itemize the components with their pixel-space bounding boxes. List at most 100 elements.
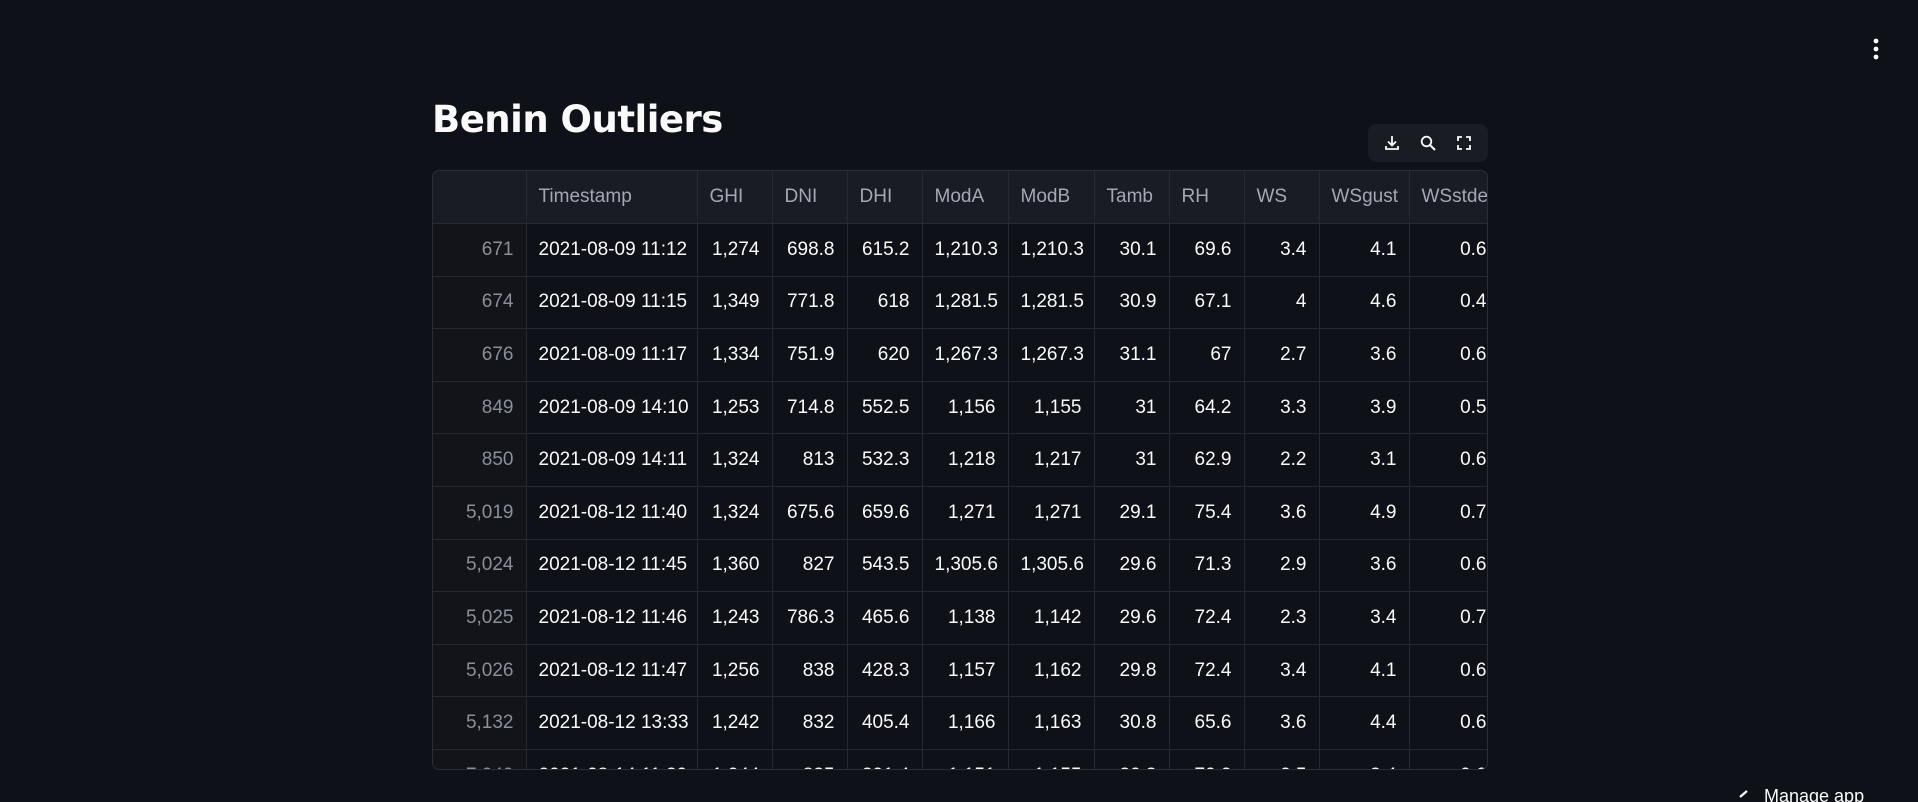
table-cell[interactable]: 1,210.3 bbox=[922, 223, 1009, 277]
table-cell[interactable]: 620 bbox=[847, 328, 923, 382]
table-cell[interactable]: 1,267.3 bbox=[1008, 328, 1095, 382]
table-cell[interactable]: 1,218 bbox=[922, 433, 1009, 488]
table-cell[interactable]: 29.8 bbox=[1094, 644, 1170, 698]
table-cell[interactable]: 659.6 bbox=[847, 486, 923, 540]
table-cell[interactable]: 4.6 bbox=[1319, 276, 1410, 330]
table-cell[interactable]: 2021-08-12 11:46 bbox=[526, 591, 698, 645]
table-cell[interactable]: 3.6 bbox=[1319, 328, 1410, 382]
table-cell[interactable]: 0.4 bbox=[1409, 276, 1487, 330]
table-cell[interactable]: 0.6 bbox=[1409, 328, 1487, 382]
table-cell[interactable]: 1,334 bbox=[697, 328, 773, 382]
table-cell[interactable]: 1,271 bbox=[922, 486, 1009, 540]
table-cell[interactable]: 0.6 bbox=[1409, 696, 1487, 751]
table-cell[interactable]: 31.1 bbox=[1094, 328, 1170, 382]
table-cell[interactable]: 838 bbox=[772, 644, 848, 698]
table-cell[interactable]: 1,305.6 bbox=[922, 539, 1009, 593]
table-cell[interactable]: 835 bbox=[772, 749, 848, 769]
row-index-cell[interactable]: 7,040 bbox=[433, 749, 527, 769]
table-cell[interactable]: 0.7 bbox=[1409, 591, 1487, 645]
table-cell[interactable]: 827 bbox=[772, 539, 848, 593]
download-button[interactable] bbox=[1374, 126, 1410, 160]
table-cell[interactable]: 771.8 bbox=[772, 276, 848, 330]
column-header[interactable]: DNI bbox=[772, 171, 848, 225]
row-index-cell[interactable]: 5,019 bbox=[433, 486, 527, 540]
table-cell[interactable]: 1,210.3 bbox=[1008, 223, 1095, 277]
table-cell[interactable]: 29.6 bbox=[1094, 539, 1170, 593]
table-cell[interactable]: 2021-08-09 14:11 bbox=[526, 433, 698, 488]
table-cell[interactable]: 3.6 bbox=[1244, 696, 1320, 751]
table-cell[interactable]: 1,243 bbox=[697, 591, 773, 645]
table-cell[interactable]: 65.6 bbox=[1169, 696, 1245, 751]
column-header[interactable]: GHI bbox=[697, 171, 773, 225]
table-cell[interactable]: 30.8 bbox=[1094, 696, 1170, 751]
table-cell[interactable]: 0.5 bbox=[1409, 381, 1487, 435]
table-cell[interactable]: 1,151 bbox=[922, 749, 1009, 769]
table-cell[interactable]: 2021-08-12 11:47 bbox=[526, 644, 698, 698]
table-cell[interactable]: 1,267.3 bbox=[922, 328, 1009, 382]
table-cell[interactable]: 3.3 bbox=[1244, 381, 1320, 435]
dataframe[interactable]: Timestamp GHI DNI DHI ModA ModB Tamb RH WS WSgust… bbox=[432, 170, 1488, 770]
search-button[interactable] bbox=[1410, 126, 1446, 160]
table-cell[interactable]: 72.4 bbox=[1169, 591, 1245, 645]
table-cell[interactable]: 465.6 bbox=[847, 591, 923, 645]
table-cell[interactable]: 543.5 bbox=[847, 539, 923, 593]
table-cell[interactable]: 2.7 bbox=[1244, 328, 1320, 382]
table-cell[interactable]: 71.3 bbox=[1169, 539, 1245, 593]
table-cell[interactable]: 813 bbox=[772, 433, 848, 488]
table-cell[interactable]: 70.2 bbox=[1169, 749, 1245, 769]
table-cell[interactable]: 31 bbox=[1094, 381, 1170, 435]
table-cell[interactable]: 698.8 bbox=[772, 223, 848, 277]
table-cell[interactable]: 391.4 bbox=[847, 749, 923, 769]
table-cell[interactable]: 0.6 bbox=[1409, 539, 1487, 593]
table-cell[interactable]: 30.1 bbox=[1094, 223, 1170, 277]
column-header[interactable]: RH bbox=[1169, 171, 1245, 225]
table-cell[interactable]: 30.3 bbox=[1094, 749, 1170, 769]
table-cell[interactable]: 29.1 bbox=[1094, 486, 1170, 540]
table-cell[interactable]: 675.6 bbox=[772, 486, 848, 540]
row-index-cell[interactable]: 849 bbox=[433, 381, 527, 435]
table-cell[interactable]: 0.6 bbox=[1409, 644, 1487, 698]
row-index-cell[interactable]: 5,026 bbox=[433, 644, 527, 698]
table-cell[interactable]: 62.9 bbox=[1169, 433, 1245, 488]
table-cell[interactable]: 1,157 bbox=[922, 644, 1009, 698]
table-cell[interactable]: 1,217 bbox=[1008, 433, 1095, 488]
table-cell[interactable]: 69.6 bbox=[1169, 223, 1245, 277]
row-index-cell[interactable]: 850 bbox=[433, 433, 527, 488]
table-cell[interactable]: 31 bbox=[1094, 433, 1170, 488]
table-cell[interactable]: 67 bbox=[1169, 328, 1245, 382]
table-cell[interactable]: 72.4 bbox=[1169, 644, 1245, 698]
table-cell[interactable]: 0.6 bbox=[1409, 749, 1487, 769]
table-cell[interactable]: 1,156 bbox=[922, 381, 1009, 435]
table-cell[interactable]: 0.6 bbox=[1409, 223, 1487, 277]
table-cell[interactable]: 3.4 bbox=[1244, 223, 1320, 277]
table-cell[interactable]: 786.3 bbox=[772, 591, 848, 645]
table-cell[interactable]: 428.3 bbox=[847, 644, 923, 698]
row-index-cell[interactable]: 676 bbox=[433, 328, 527, 382]
row-index-cell[interactable]: 5,024 bbox=[433, 539, 527, 593]
table-cell[interactable]: 4 bbox=[1244, 276, 1320, 330]
table-cell[interactable]: 67.1 bbox=[1169, 276, 1245, 330]
table-cell[interactable]: 1,305.6 bbox=[1008, 539, 1095, 593]
table-cell[interactable]: 3.6 bbox=[1319, 539, 1410, 593]
table-cell[interactable]: 2.3 bbox=[1244, 591, 1320, 645]
column-header[interactable]: Tamb bbox=[1094, 171, 1170, 225]
table-cell[interactable]: 3.9 bbox=[1319, 381, 1410, 435]
row-index-cell[interactable]: 671 bbox=[433, 223, 527, 277]
table-cell[interactable]: 3.4 bbox=[1244, 644, 1320, 698]
table-cell[interactable]: 1,253 bbox=[697, 381, 773, 435]
row-index-cell[interactable]: 5,025 bbox=[433, 591, 527, 645]
table-cell[interactable]: 1,271 bbox=[1008, 486, 1095, 540]
table-cell[interactable]: 2.9 bbox=[1244, 539, 1320, 593]
table-cell[interactable]: 1,138 bbox=[922, 591, 1009, 645]
table-cell[interactable]: 2021-08-12 11:45 bbox=[526, 539, 698, 593]
column-header[interactable]: DHI bbox=[847, 171, 923, 225]
table-cell[interactable]: 615.2 bbox=[847, 223, 923, 277]
table-cell[interactable]: 1,349 bbox=[697, 276, 773, 330]
table-cell[interactable]: 1,244 bbox=[697, 749, 773, 769]
table-cell[interactable]: 2021-08-12 13:33 bbox=[526, 696, 698, 751]
table-cell[interactable]: 3.6 bbox=[1244, 486, 1320, 540]
table-cell[interactable]: 0.6 bbox=[1409, 433, 1487, 488]
table-cell[interactable]: 1,142 bbox=[1008, 591, 1095, 645]
column-header[interactable]: ModA bbox=[922, 171, 1009, 225]
fullscreen-button[interactable] bbox=[1446, 126, 1482, 160]
